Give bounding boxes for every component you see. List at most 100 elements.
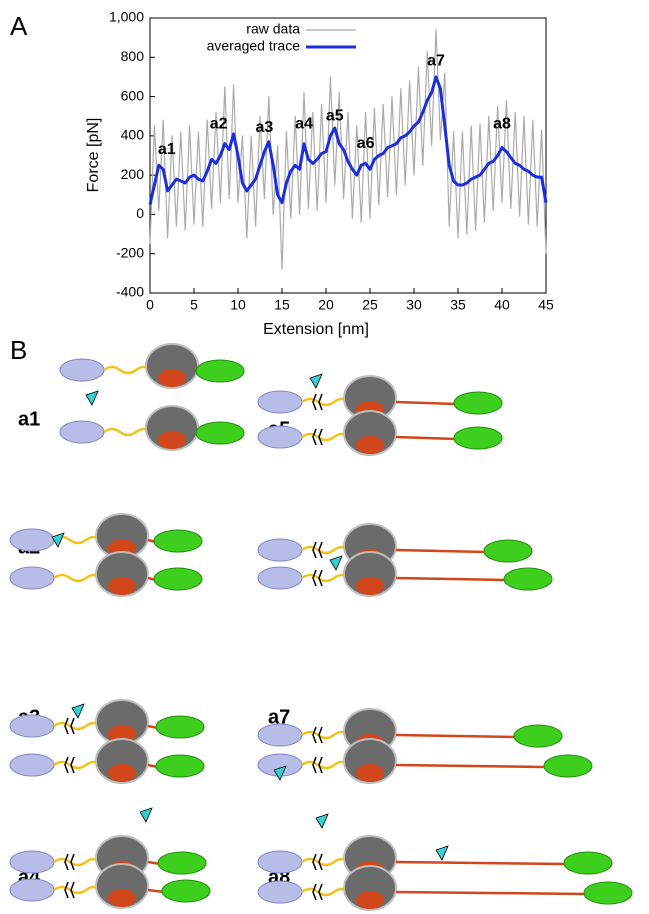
linker — [53, 885, 101, 895]
annotation: a1 — [158, 141, 176, 158]
y-tick-label: 200 — [121, 166, 145, 182]
annotation: a8 — [493, 115, 511, 132]
domain-lavender — [59, 420, 105, 444]
structure-label: a7 — [268, 706, 290, 728]
x-tick-label: 20 — [318, 297, 334, 313]
plot-frame — [149, 17, 547, 294]
domain-green — [453, 391, 503, 415]
cyan-arrowhead — [309, 373, 323, 389]
domain-green — [563, 851, 613, 875]
domain-lavender — [9, 753, 55, 777]
domain-orange — [108, 577, 136, 595]
y-tick-label: -400 — [116, 284, 144, 300]
break-mark — [312, 883, 323, 901]
break-mark — [312, 541, 323, 559]
domain-lavender — [9, 850, 55, 874]
domain-lavender — [257, 390, 303, 414]
domain-green — [583, 881, 633, 905]
domain-green — [153, 529, 203, 553]
y-tick-label: 400 — [121, 127, 145, 143]
linker — [301, 432, 349, 442]
y-axis-label: Force [pN] — [85, 118, 102, 193]
protein-structure — [59, 343, 245, 389]
stretched-chain — [395, 763, 547, 769]
domain-green — [543, 754, 593, 778]
protein-structure — [257, 375, 503, 421]
cyan-arrowhead — [329, 555, 343, 571]
linker — [53, 573, 101, 583]
domain-lavender — [9, 566, 55, 590]
protein-structure — [9, 863, 211, 909]
protein-structure — [257, 835, 613, 881]
domain-green — [195, 421, 245, 445]
domain-green — [513, 724, 563, 748]
x-axis-label: Extension [nm] — [263, 321, 369, 338]
annotation: a4 — [295, 115, 313, 132]
stretched-chain — [395, 548, 487, 554]
cyan-arrowhead — [435, 845, 449, 861]
stretched-chain — [395, 733, 517, 739]
protein-structure — [9, 551, 203, 597]
linker — [301, 573, 349, 583]
break-mark — [64, 881, 75, 899]
protein-structure — [257, 708, 563, 754]
domain-orange — [108, 764, 136, 782]
domain-green — [503, 567, 553, 591]
domain-orange — [356, 577, 384, 595]
domain-green — [157, 851, 207, 875]
protein-structure — [257, 523, 533, 569]
domain-green — [483, 539, 533, 563]
domain-orange — [108, 889, 136, 907]
y-tick-label: -200 — [116, 244, 144, 260]
domain-lavender — [9, 878, 55, 902]
break-mark — [312, 853, 323, 871]
x-tick-label: 5 — [190, 297, 198, 313]
domain-orange — [158, 431, 186, 449]
domain-orange — [356, 436, 384, 454]
domain-green — [453, 426, 503, 450]
x-tick-label: 10 — [230, 297, 246, 313]
domain-lavender — [257, 538, 303, 562]
legend-label: averaged trace — [207, 38, 301, 54]
protein-structure — [257, 410, 503, 456]
linker — [301, 545, 349, 555]
stretched-chain — [395, 435, 457, 441]
domain-lavender — [257, 850, 303, 874]
protein-structure — [9, 699, 205, 745]
domain-green — [155, 754, 205, 778]
protein-structure — [257, 551, 553, 597]
domain-lavender — [257, 425, 303, 449]
protein-structure — [59, 405, 245, 451]
x-tick-label: 45 — [538, 297, 554, 313]
protein-structure — [257, 865, 633, 911]
domain-lavender — [59, 358, 105, 382]
stretched-chain — [395, 400, 457, 406]
cyan-arrowhead — [315, 813, 329, 829]
protein-structure — [257, 738, 593, 784]
domain-lavender — [257, 566, 303, 590]
y-tick-label: 0 — [136, 205, 144, 221]
linker — [53, 760, 101, 770]
panel-label: B — [10, 335, 27, 365]
domain-lavender — [9, 714, 55, 738]
structure-label: a1 — [18, 408, 40, 430]
domain-lavender — [257, 723, 303, 747]
stretched-chain — [395, 576, 507, 582]
data-line — [149, 29, 547, 270]
y-tick-label: 1,000 — [109, 9, 144, 25]
domain-lavender — [9, 528, 55, 552]
linker — [103, 427, 151, 437]
break-mark — [64, 717, 75, 735]
domain-lavender — [257, 880, 303, 904]
cyan-arrowhead — [85, 390, 99, 406]
cyan-arrowhead — [71, 703, 85, 719]
linker — [301, 887, 349, 897]
annotation: a5 — [326, 107, 344, 124]
domain-green — [153, 567, 203, 591]
linker — [53, 857, 101, 867]
x-tick-label: 25 — [362, 297, 378, 313]
cyan-arrowhead — [273, 765, 287, 781]
domain-green — [161, 879, 211, 903]
linker — [53, 721, 101, 731]
